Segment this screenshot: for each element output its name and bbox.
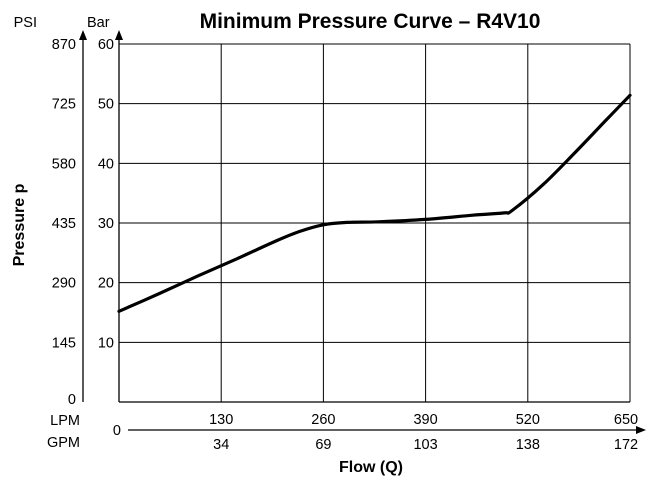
x-tick-label-lpm: 260 [311, 412, 335, 428]
tick-labels: 10 20 30 40 50 60 0 145 290 435 580 725 870 0 130 260 39… [52, 37, 638, 453]
x-tick-label-gpm: 103 [413, 437, 437, 453]
y-unit-psi: PSI [14, 15, 37, 31]
y-tick-label-psi: 435 [52, 216, 76, 232]
x-tick-label-lpm: 390 [413, 412, 437, 428]
x-axis-label: Flow (Q) [339, 459, 403, 476]
y-tick-label-bar: 10 [98, 335, 114, 351]
x-unit-lpm: LPM [50, 413, 80, 429]
x-tick-label-gpm: 172 [614, 437, 638, 453]
x-tick-label-gpm: 138 [516, 437, 540, 453]
y-axis-label: Pressure p [11, 183, 28, 266]
y-tick-label-bar: 30 [98, 216, 114, 232]
y-tick-label-psi: 870 [52, 37, 76, 53]
pressure-curve [117, 93, 632, 313]
y-tick-label-psi: 290 [52, 276, 76, 292]
y-axis-psi-arrow [79, 30, 87, 40]
x-tick-label-lpm: 650 [614, 412, 638, 428]
x-axis-flow-arrow [636, 426, 646, 434]
x-tick-label-lpm: 520 [516, 412, 540, 428]
y-tick-label-psi: 145 [52, 335, 76, 351]
x-unit-gpm: GPM [47, 435, 80, 451]
y-tick-label-bar: 40 [98, 156, 114, 172]
y-unit-bar: Bar [87, 15, 110, 31]
y-tick-label-psi: 725 [52, 97, 76, 113]
x-tick-label-lpm: 0 [113, 423, 121, 439]
y-tick-label-bar: 20 [98, 276, 114, 292]
y-tick-label-psi: 580 [52, 156, 76, 172]
x-tick-label-gpm: 69 [315, 437, 331, 453]
y-tick-label-bar: 60 [98, 37, 114, 53]
x-tick-label-gpm: 34 [213, 437, 229, 453]
x-tick-label-lpm: 130 [209, 412, 233, 428]
chart-title: Minimum Pressure Curve – R4V10 [200, 10, 541, 33]
y-tick-label-bar: 50 [98, 97, 114, 113]
axes [79, 30, 646, 434]
y-axis-arrow [115, 30, 123, 40]
y-tick-label-psi: 0 [68, 392, 76, 408]
